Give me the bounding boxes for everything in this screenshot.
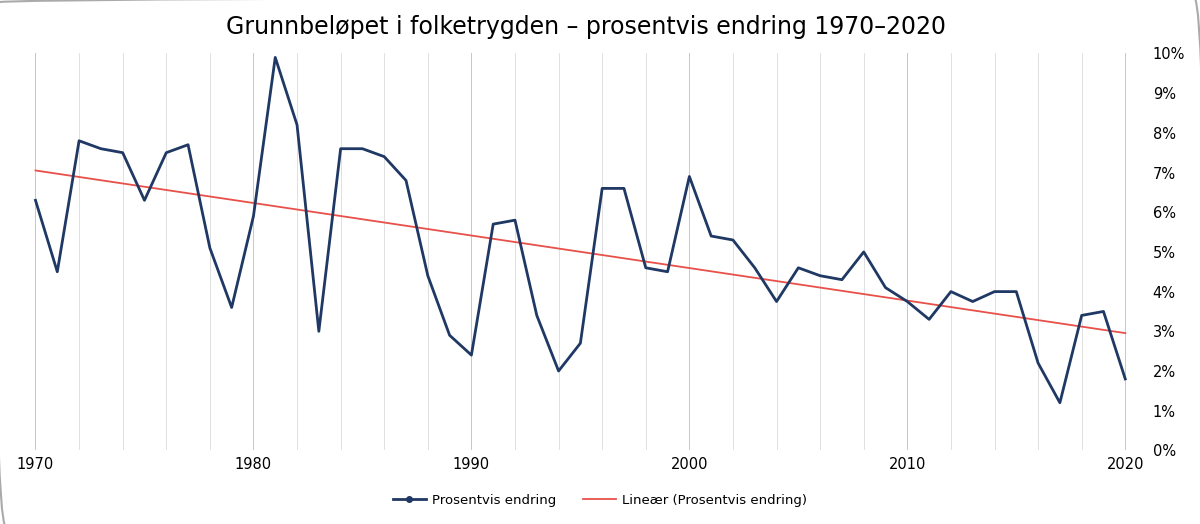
Legend: Prosentvis endring, Lineær (Prosentvis endring): Prosentvis endring, Lineær (Prosentvis e… [388, 488, 812, 512]
Title: Grunnbeløpet i folketrygden – prosentvis endring 1970–2020: Grunnbeløpet i folketrygden – prosentvis… [226, 15, 946, 39]
